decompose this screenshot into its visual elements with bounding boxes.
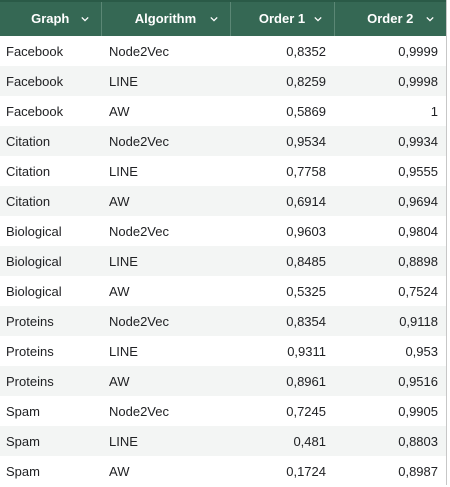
cell-graph[interactable]: Spam (0, 456, 101, 486)
cell-order-1[interactable]: 0,7758 (230, 156, 334, 186)
cell-order-1[interactable]: 0,8354 (230, 306, 334, 336)
cell-order-2[interactable]: 0,8803 (334, 426, 446, 456)
cell-order-2[interactable]: 0,8898 (334, 246, 446, 276)
column-header-order-2[interactable]: Order 2 (334, 0, 446, 36)
cell-algorithm[interactable]: AW (101, 366, 230, 396)
cell-order-1[interactable]: 0,7245 (230, 396, 334, 426)
table-body: Facebook Node2Vec 0,8352 0,9999 Facebook… (0, 36, 446, 486)
cell-algorithm[interactable]: Node2Vec (101, 306, 230, 336)
cell-order-2[interactable]: 1 (334, 96, 446, 126)
table-header: Graph Algorithm Order 1 Order 2 (0, 0, 446, 36)
cell-order-2[interactable]: 0,9999 (334, 36, 446, 66)
cell-order-1[interactable]: 0,6914 (230, 186, 334, 216)
column-header-label: Order 2 (367, 11, 414, 26)
table-row: Biological AW 0,5325 0,7524 (0, 276, 446, 306)
column-header-graph[interactable]: Graph (0, 0, 102, 36)
table-row: Spam AW 0,1724 0,8987 (0, 456, 446, 486)
column-header-algorithm[interactable]: Algorithm (101, 0, 231, 36)
cell-algorithm[interactable]: LINE (101, 156, 230, 186)
cell-order-1[interactable]: 0,9603 (230, 216, 334, 246)
cell-graph[interactable]: Citation (0, 156, 101, 186)
cell-order-2[interactable]: 0,9998 (334, 66, 446, 96)
table-row: Facebook AW 0,5869 1 (0, 96, 446, 126)
cell-graph[interactable]: Citation (0, 186, 101, 216)
table-row: Facebook LINE 0,8259 0,9998 (0, 66, 446, 96)
cell-graph[interactable]: Spam (0, 426, 101, 456)
cell-algorithm[interactable]: AW (101, 456, 230, 486)
column-header-label: Algorithm (134, 11, 197, 26)
chevron-down-icon[interactable] (426, 15, 434, 23)
cell-algorithm[interactable]: LINE (101, 246, 230, 276)
cell-order-2[interactable]: 0,9555 (334, 156, 446, 186)
cell-order-1[interactable]: 0,481 (230, 426, 334, 456)
chevron-down-icon[interactable] (313, 15, 322, 23)
table-row: Biological Node2Vec 0,9603 0,9804 (0, 216, 446, 246)
cell-graph[interactable]: Proteins (0, 366, 101, 396)
cell-graph[interactable]: Spam (0, 396, 101, 426)
header-row: Graph Algorithm Order 1 Order 2 (0, 0, 446, 36)
cell-graph[interactable]: Facebook (0, 96, 101, 126)
cell-graph[interactable]: Facebook (0, 36, 101, 66)
column-header-label: Graph (31, 11, 70, 26)
cell-order-2[interactable]: 0,953 (334, 336, 446, 366)
cell-graph[interactable]: Facebook (0, 66, 101, 96)
table-row: Citation AW 0,6914 0,9694 (0, 186, 446, 216)
cell-graph[interactable]: Proteins (0, 306, 101, 336)
column-header-label: Order 1 (258, 11, 306, 26)
cell-algorithm[interactable]: LINE (101, 66, 230, 96)
cell-order-2[interactable]: 0,9934 (334, 126, 446, 156)
cell-order-1[interactable]: 0,9311 (230, 336, 334, 366)
cell-graph[interactable]: Proteins (0, 336, 101, 366)
cell-order-2[interactable]: 0,9516 (334, 366, 446, 396)
cell-order-2[interactable]: 0,8987 (334, 456, 446, 486)
table-row: Biological LINE 0,8485 0,8898 (0, 246, 446, 276)
cell-algorithm[interactable]: LINE (101, 336, 230, 366)
cell-algorithm[interactable]: Node2Vec (101, 36, 230, 66)
chevron-down-icon[interactable] (209, 15, 218, 23)
cell-algorithm[interactable]: Node2Vec (101, 126, 230, 156)
cell-algorithm[interactable]: AW (101, 96, 230, 126)
cell-order-2[interactable]: 0,9694 (334, 186, 446, 216)
cell-order-1[interactable]: 0,5869 (230, 96, 334, 126)
cell-graph[interactable]: Citation (0, 126, 101, 156)
cell-algorithm[interactable]: Node2Vec (101, 216, 230, 246)
cell-algorithm[interactable]: LINE (101, 426, 230, 456)
cell-order-2[interactable]: 0,9905 (334, 396, 446, 426)
table-row: Citation LINE 0,7758 0,9555 (0, 156, 446, 186)
column-header-order-1[interactable]: Order 1 (230, 0, 335, 36)
cell-order-1[interactable]: 0,8485 (230, 246, 334, 276)
cell-order-2[interactable]: 0,7524 (334, 276, 446, 306)
cell-graph[interactable]: Biological (0, 216, 101, 246)
table-row: Proteins LINE 0,9311 0,953 (0, 336, 446, 366)
cell-algorithm[interactable]: AW (101, 276, 230, 306)
cell-algorithm[interactable]: AW (101, 186, 230, 216)
cell-graph[interactable]: Biological (0, 246, 101, 276)
cell-order-1[interactable]: 0,8352 (230, 36, 334, 66)
cell-algorithm[interactable]: Node2Vec (101, 396, 230, 426)
table-row: Spam Node2Vec 0,7245 0,9905 (0, 396, 446, 426)
cell-order-1[interactable]: 0,8259 (230, 66, 334, 96)
cell-order-2[interactable]: 0,9118 (334, 306, 446, 336)
cell-order-1[interactable]: 0,1724 (230, 456, 334, 486)
table-row: Citation Node2Vec 0,9534 0,9934 (0, 126, 446, 156)
cell-order-1[interactable]: 0,5325 (230, 276, 334, 306)
table-row: Proteins AW 0,8961 0,9516 (0, 366, 446, 396)
cell-graph[interactable]: Biological (0, 276, 101, 306)
cell-order-1[interactable]: 0,9534 (230, 126, 334, 156)
table-row: Facebook Node2Vec 0,8352 0,9999 (0, 36, 446, 66)
table-row: Proteins Node2Vec 0,8354 0,9118 (0, 306, 446, 336)
chevron-down-icon[interactable] (80, 15, 89, 23)
table-row: Spam LINE 0,481 0,8803 (0, 426, 446, 456)
cell-order-1[interactable]: 0,8961 (230, 366, 334, 396)
cell-order-2[interactable]: 0,9804 (334, 216, 446, 246)
